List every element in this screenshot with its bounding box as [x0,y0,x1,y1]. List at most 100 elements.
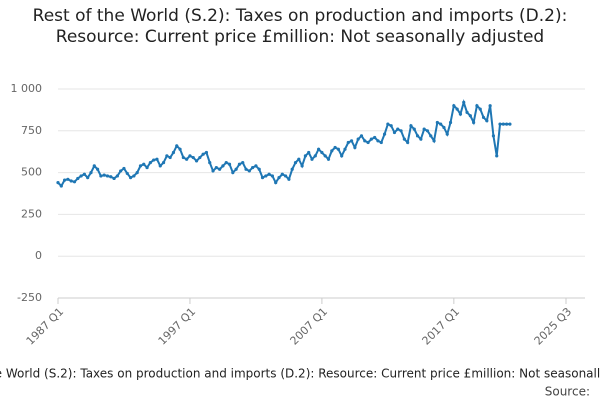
point [214,165,218,170]
point [419,137,423,141]
point [99,174,103,178]
point [505,122,509,126]
point [425,129,430,133]
point [109,175,113,179]
point [72,180,77,184]
point [478,107,482,111]
point [251,165,255,170]
x-tick-label: 2025 Q3 [532,305,575,348]
point [346,140,350,145]
point [376,139,380,143]
point [218,167,222,171]
point [336,147,340,151]
point [412,127,416,131]
point [59,184,63,188]
point [142,162,146,166]
point [475,104,479,108]
point [379,140,383,145]
point [353,145,357,150]
point [92,164,96,168]
point [501,122,505,126]
point [274,181,278,185]
point [138,164,143,168]
point [211,169,215,173]
point [481,115,486,120]
point [135,171,139,175]
point [468,114,472,118]
point [316,147,321,151]
point [495,154,499,158]
point [326,157,331,161]
point [161,160,166,165]
point [155,157,159,161]
point [356,137,360,141]
point [359,134,364,138]
point [320,150,324,155]
point [227,162,232,166]
point [458,112,463,116]
point [280,172,284,176]
point [399,129,403,133]
point [406,140,410,145]
chart-title: Rest of the World (S.2): Taxes on produc… [32,6,568,47]
point [264,174,268,178]
point [204,150,209,155]
point [382,132,387,136]
y-tick-label: 750 [21,124,42,137]
point [491,134,496,138]
point [152,158,156,162]
point [122,166,126,171]
point [293,160,298,165]
point [277,176,281,180]
point [448,120,453,125]
point [119,169,123,173]
x-tick-label: 1997 Q1 [156,305,199,348]
point [79,174,83,178]
point [333,145,337,150]
point [188,154,192,158]
point [224,160,228,165]
point [349,139,354,143]
point [415,134,420,138]
y-tick-label: 0 [35,249,42,262]
point [82,172,86,176]
point [168,155,172,160]
point [270,174,275,178]
point [396,127,400,131]
point [307,150,311,155]
point [363,139,367,143]
point [208,160,212,165]
point [260,176,265,180]
point [69,179,73,183]
point [175,144,179,148]
y-tick-label: 1 000 [11,82,43,95]
point [488,104,492,108]
point [257,167,261,171]
point [432,139,436,143]
point [158,164,162,168]
point [452,104,456,108]
x-tick-label: 1987 Q1 [24,305,67,348]
point [429,134,433,138]
point [241,160,245,165]
point [62,178,67,182]
point [244,167,248,171]
point [330,149,334,153]
point [323,154,327,158]
point [366,140,370,145]
point [198,155,202,160]
point [171,150,176,155]
point [132,174,136,178]
point [105,174,110,178]
point [247,169,251,173]
point [303,154,308,158]
point [284,174,288,178]
point [89,171,93,175]
point [455,107,459,111]
point [310,157,314,161]
point [234,167,238,171]
point [472,120,476,125]
point [369,137,373,141]
